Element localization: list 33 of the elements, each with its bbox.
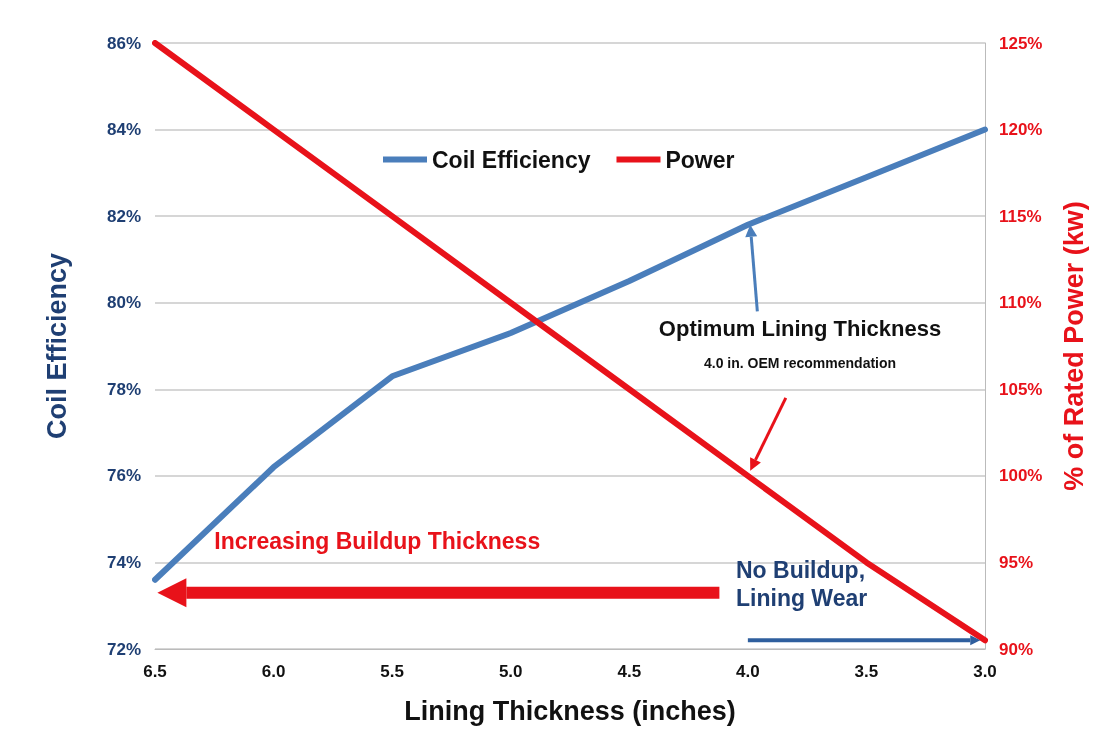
y-tick-label: 86% bbox=[106, 33, 141, 53]
x-tick-label: 4.0 bbox=[736, 662, 760, 681]
y2-tick-label: 100% bbox=[999, 466, 1043, 486]
x-tick-label: 3.0 bbox=[973, 662, 997, 681]
x-tick-label: 4.5 bbox=[617, 662, 642, 681]
y-tick-label: 84% bbox=[106, 120, 141, 140]
y-tick-label: 74% bbox=[106, 552, 141, 572]
y-tick-label: 76% bbox=[106, 466, 141, 486]
legend-label: Coil Efficiency bbox=[432, 146, 591, 173]
x-axis-title: Lining Thickness (inches) bbox=[404, 695, 736, 726]
y2-tick-label: 120% bbox=[999, 120, 1043, 140]
y-tick-label: 82% bbox=[106, 206, 141, 226]
annotation: No Buildup, Lining Wear bbox=[736, 556, 872, 612]
y2-tick-label: 105% bbox=[999, 379, 1043, 399]
y2-tick-label: 90% bbox=[999, 639, 1034, 659]
x-tick-label: 3.5 bbox=[854, 662, 879, 681]
y2-tick-label: 125% bbox=[999, 33, 1043, 53]
x-tick-label: 5.0 bbox=[498, 662, 523, 681]
x-tick-label: 6.5 bbox=[143, 662, 167, 681]
annotation: Optimum Lining Thickness bbox=[658, 316, 942, 342]
y-axis-title: Coil Efficiency bbox=[41, 252, 72, 440]
annotation: 4.0 in. OEM recommendation bbox=[703, 355, 897, 372]
legend-label: Power bbox=[665, 146, 735, 173]
y-tick-label: 78% bbox=[106, 379, 141, 399]
y-tick-label: 80% bbox=[106, 293, 141, 313]
y2-tick-label: 115% bbox=[999, 206, 1042, 226]
y2-tick-label: 110% bbox=[999, 293, 1042, 313]
y2-axis-title: % of Rated Power (kw) bbox=[1058, 201, 1089, 491]
x-tick-label: 6.0 bbox=[261, 662, 286, 681]
y-tick-label: 72% bbox=[106, 639, 141, 659]
annotation: Increasing Buildup Thickness bbox=[214, 527, 541, 554]
y2-tick-label: 95% bbox=[999, 552, 1034, 572]
x-tick-label: 5.5 bbox=[380, 662, 404, 681]
